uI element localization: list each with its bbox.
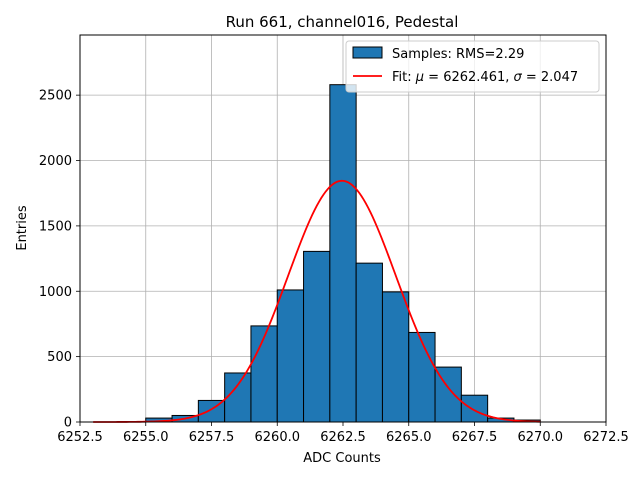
y-tick-label: 1000 <box>39 285 72 300</box>
legend-fit-mu-symbol: μ <box>415 70 424 85</box>
histogram-bar <box>460 394 489 423</box>
x-tick-label: 6257.5 <box>189 430 235 445</box>
legend-fit-prefix: Fit: <box>392 70 416 85</box>
histogram-bar <box>250 325 278 423</box>
x-tick-label: 6270.0 <box>518 430 564 445</box>
y-tick-label: 2500 <box>39 89 72 104</box>
legend: Samples: RMS=2.29 Fit: μ = 6262.461, σ =… <box>345 40 600 93</box>
legend-box <box>345 40 600 93</box>
x-tick-label: 6260.0 <box>255 430 301 445</box>
legend-fit-sigma-symbol: σ <box>514 70 523 85</box>
histogram-bars <box>145 84 541 423</box>
histogram-bar <box>329 84 357 423</box>
histogram-bar <box>381 291 410 423</box>
histogram-bar <box>355 262 383 423</box>
legend-fit-mu-value: = 6262.461, <box>424 70 513 85</box>
legend-histogram-swatch <box>352 46 383 59</box>
x-tick-label: 6272.5 <box>583 430 629 445</box>
fit-curve-group <box>93 179 541 423</box>
x-tick-label: 6255.0 <box>123 430 169 445</box>
histogram-bar <box>224 372 252 423</box>
y-tick-label: 500 <box>47 350 72 365</box>
x-axis-ticks: 6252.5 6255.0 6257.5 6260.0 6262.5 6265.0 6267… <box>57 422 629 445</box>
y-axis-ticks: 0 500 1000 1500 2000 2500 <box>39 89 80 431</box>
x-axis-label: ADC Counts <box>303 451 381 466</box>
histogram-bar <box>276 289 305 423</box>
x-tick-label: 6262.5 <box>320 430 366 445</box>
x-tick-label: 6252.5 <box>57 430 103 445</box>
x-tick-label: 6267.5 <box>452 430 498 445</box>
histogram-bar <box>303 250 331 423</box>
chart-title: Run 661, channel016, Pedestal <box>226 13 459 31</box>
y-tick-label: 2000 <box>39 154 72 169</box>
fit-curve <box>93 179 541 423</box>
y-axis-label: Entries <box>15 205 30 251</box>
y-tick-label: 0 <box>64 416 72 431</box>
legend-histogram-label: Samples: RMS=2.29 <box>392 47 524 62</box>
x-tick-label: 6265.0 <box>386 430 432 445</box>
y-tick-label: 1500 <box>39 219 72 234</box>
legend-fit-sigma-value: = 2.047 <box>522 70 578 85</box>
legend-fit-label: Fit: μ = 6262.461, σ = 2.047 <box>392 70 578 85</box>
histogram-bar <box>408 331 436 423</box>
